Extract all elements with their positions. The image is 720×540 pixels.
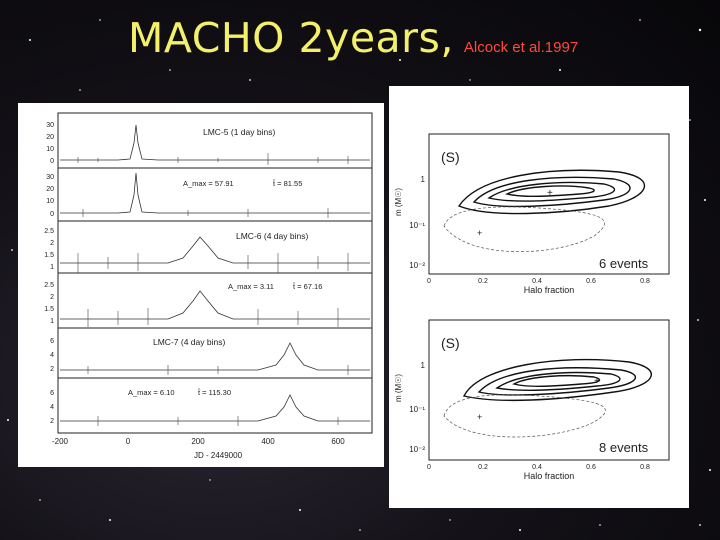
- x-tick: 0: [427, 464, 431, 471]
- model-label: (S): [441, 335, 460, 351]
- contour-set: [457, 169, 646, 215]
- x-tick: 0.8: [640, 464, 650, 471]
- y-tick: 1: [421, 175, 426, 184]
- y-tick: 1: [50, 318, 54, 325]
- x-tick: 0.8: [640, 278, 650, 285]
- y-tick: 10⁻²: [409, 261, 425, 270]
- title-citation: Alcock et al.1997: [463, 39, 579, 56]
- x-tick: 0.4: [532, 278, 542, 285]
- y-tick: 1.5: [44, 306, 54, 313]
- x-tick: 600: [331, 437, 345, 446]
- event-param-a-lmc5: A_max = 57.91: [183, 179, 234, 188]
- light-curves-figure: LMC-5 (1 day bins) A_max = 57.91 t̂ = 81…: [18, 103, 384, 467]
- x-tick: 200: [191, 437, 205, 446]
- y-tick: 10: [46, 198, 54, 205]
- y-tick: 20: [46, 186, 54, 193]
- best-fit-marker: +: [594, 376, 600, 387]
- x-tick: 0.2: [478, 278, 488, 285]
- likelihood-plot-top: (S) 6 events + + 1 10⁻¹ 10⁻² m (M☉) 0 0.…: [394, 133, 670, 295]
- x-tick: 0: [427, 278, 431, 285]
- y-tick: 2.5: [44, 282, 54, 289]
- y-tick: 10⁻¹: [409, 405, 425, 414]
- events-label: 8 events: [599, 440, 649, 455]
- lmc5-red-curve: [60, 172, 370, 214]
- y-tick: 6: [50, 390, 54, 397]
- x-axis-label: Halo fraction: [524, 471, 575, 481]
- y-tick: 20: [46, 134, 54, 141]
- y-tick: 10: [46, 146, 54, 153]
- y-tick: 6: [50, 338, 54, 345]
- x-tick: 0.6: [586, 464, 596, 471]
- y-tick: 1.5: [44, 252, 54, 259]
- y-tick: 0: [50, 211, 54, 218]
- lmc5-blue-curve: [60, 124, 370, 161]
- y-tick: 30: [46, 174, 54, 181]
- contour-set: [462, 358, 652, 402]
- best-fit-marker: +: [477, 412, 482, 422]
- y-tick: 10⁻²: [409, 445, 425, 454]
- event-param-t-lmc6: t̂ = 67.16: [292, 282, 322, 291]
- y-tick: 2: [50, 418, 54, 425]
- y-tick: 4: [50, 352, 54, 359]
- dashed-contour: [443, 394, 606, 438]
- data-points: [77, 153, 349, 426]
- x-axis-label: JD - 2449000: [194, 451, 243, 460]
- event-param-a-lmc6: A_max = 3.11: [228, 282, 274, 291]
- x-tick: 0.4: [532, 464, 542, 471]
- event-param-t-lmc5: t̂ = 81.55: [272, 179, 302, 188]
- y-tick: 30: [46, 122, 54, 129]
- y-axis-label: m (M☉): [394, 374, 403, 402]
- likelihood-plot-bottom: (S) 8 events + + 1 10⁻¹ 10⁻² m (M☉) 0 0.…: [394, 319, 670, 481]
- x-tick: 0: [126, 437, 131, 446]
- y-tick: 2: [50, 294, 54, 301]
- lmc7-red-curve: [60, 394, 370, 422]
- y-tick: 0: [50, 158, 54, 165]
- x-tick: -200: [52, 437, 69, 446]
- y-tick: 4: [50, 404, 54, 411]
- best-fit-marker: +: [477, 228, 482, 238]
- y-tick: 1: [50, 264, 54, 271]
- event-label-lmc5: LMC-5 (1 day bins): [203, 127, 275, 137]
- x-tick: 400: [261, 437, 275, 446]
- lmc7-blue-curve: [60, 342, 370, 371]
- likelihood-plots: (S) 6 events + + 1 10⁻¹ 10⁻² m (M☉) 0 0.…: [394, 133, 670, 481]
- dashed-contour: [443, 206, 605, 252]
- y-axis-label: m (M☉): [394, 188, 403, 216]
- slide-title: MACHO 2years, Alcock et al.1997: [128, 14, 578, 62]
- y-tick: 2.5: [44, 228, 54, 235]
- y-tick: 10⁻¹: [409, 221, 425, 230]
- events-label: 6 events: [599, 256, 649, 271]
- x-tick: 0.2: [478, 464, 488, 471]
- best-fit-marker: +: [547, 188, 553, 199]
- event-label-lmc6: LMC-6 (4 day bins): [236, 231, 308, 241]
- event-param-t-lmc7: t̂ = 115.30: [197, 388, 231, 397]
- event-label-lmc7: LMC-7 (4 day bins): [153, 337, 225, 347]
- x-axis-label: Halo fraction: [524, 285, 575, 295]
- y-tick: 2: [50, 240, 54, 247]
- light-curves-plot: LMC-5 (1 day bins) A_max = 57.91 t̂ = 81…: [44, 112, 373, 460]
- event-param-a-lmc7: A_max = 6.10: [128, 388, 175, 397]
- y-tick: 2: [50, 366, 54, 373]
- y-tick: 1: [421, 361, 426, 370]
- likelihood-figure: (S) 6 events + + 1 10⁻¹ 10⁻² m (M☉) 0 0.…: [389, 86, 689, 508]
- lmc6-red-curve: [60, 290, 370, 320]
- title-main: MACHO 2years,: [128, 14, 454, 62]
- lmc6-blue-curve: [60, 236, 370, 264]
- model-label: (S): [441, 149, 460, 165]
- x-tick: 0.6: [586, 278, 596, 285]
